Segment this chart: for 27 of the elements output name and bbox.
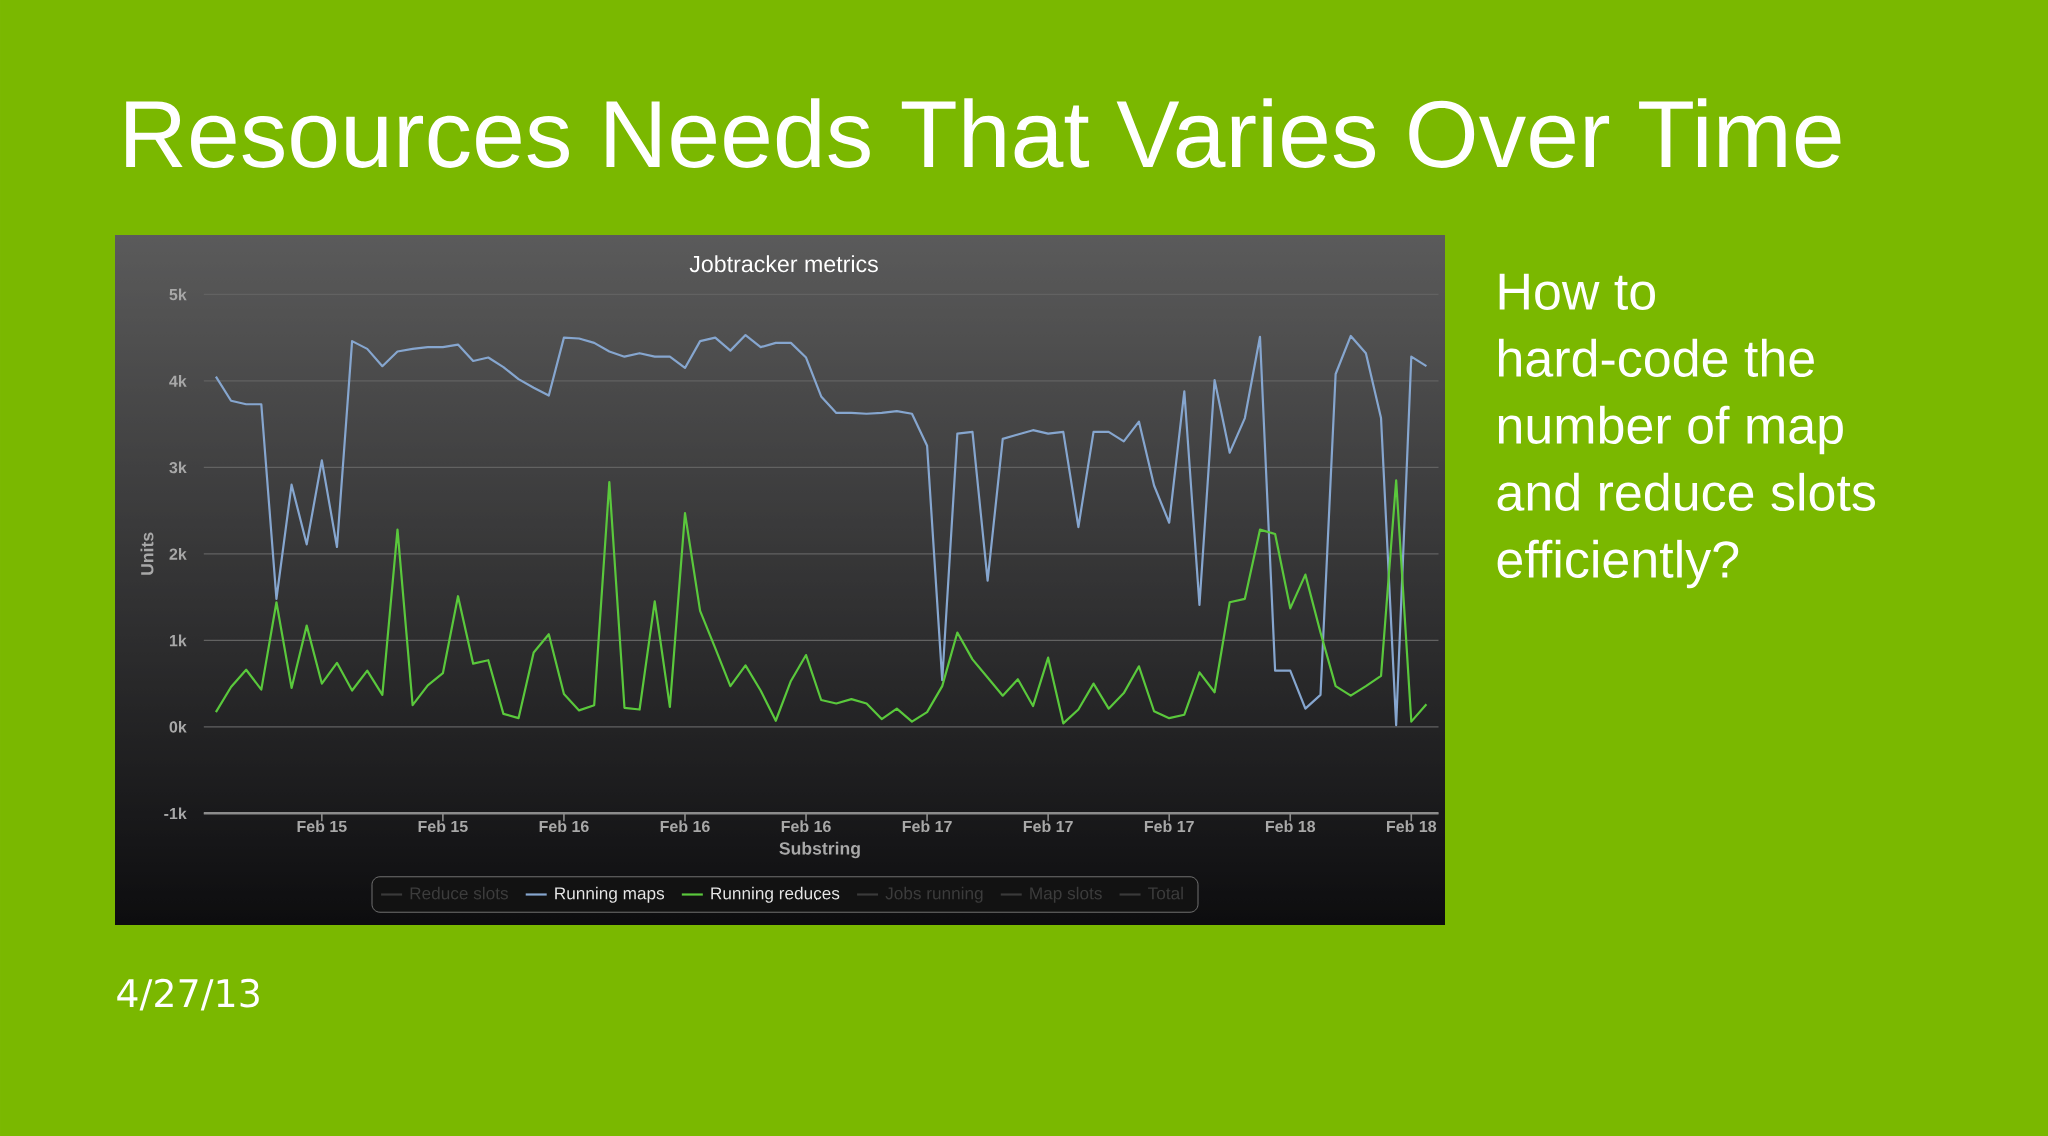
x-tick-label: Feb 18 (1387, 820, 1437, 833)
chart-subtitle: Jobtracker metrics (689, 255, 878, 273)
line-series (214, 479, 1428, 725)
y-tick-label: 3k (169, 461, 187, 474)
y-tick-label: 4k (169, 375, 187, 387)
x-tick-label: Feb 15 (297, 820, 347, 833)
x-tick-label: Feb 17 (902, 820, 952, 833)
x-tick-label: Feb 16 (781, 820, 831, 833)
x-tick-label: Feb 17 (1144, 820, 1194, 833)
x-tick-label: Feb 15 (418, 820, 468, 833)
legend-label: Running maps (555, 886, 665, 903)
chart-title: Resources Needs That Varies Over Time (126, 98, 1841, 168)
x-tick-label: Feb 17 (1023, 820, 1073, 833)
x-tick-label: Feb 16 (660, 820, 710, 833)
line-series (214, 333, 1428, 727)
x-tick-label: Feb 16 (539, 820, 589, 833)
text: 4/27/13 (117, 978, 259, 1011)
y-tick-label: 0k (169, 720, 187, 733)
x-tick-label: Feb 18 (1265, 820, 1316, 833)
y-tick-label: 1k (169, 634, 187, 647)
y-tick-label: 2k (169, 548, 187, 560)
x-axis-title: Substring (779, 841, 860, 859)
y-tick-label: 5k (169, 288, 187, 301)
y-tick-label: -1k (164, 807, 187, 820)
legend-label: Running reduces (711, 886, 840, 903)
y-axis-title: Units (140, 532, 154, 575)
text: How to hard-code the number of map and reduce slots efficiently? (1497, 273, 1876, 589)
